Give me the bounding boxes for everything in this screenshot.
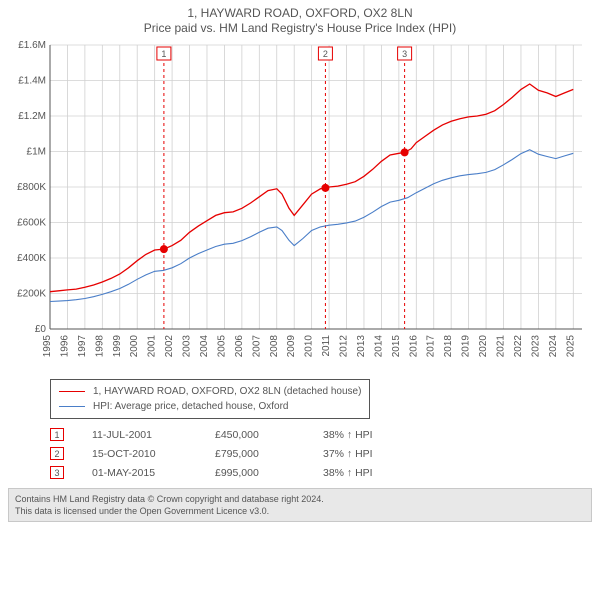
- svg-text:2015: 2015: [391, 335, 402, 358]
- svg-text:£1M: £1M: [27, 147, 46, 158]
- legend: 1, HAYWARD ROAD, OXFORD, OX2 8LN (detach…: [50, 379, 370, 419]
- svg-text:2025: 2025: [565, 335, 576, 358]
- svg-text:2002: 2002: [164, 335, 175, 358]
- event-price-3: £995,000: [215, 467, 295, 479]
- svg-text:£800K: £800K: [17, 182, 46, 193]
- svg-text:2010: 2010: [304, 335, 315, 358]
- legend-item-series1: 1, HAYWARD ROAD, OXFORD, OX2 8LN (detach…: [59, 384, 361, 399]
- event-marker-2: 2: [50, 447, 64, 460]
- svg-text:2024: 2024: [548, 335, 559, 358]
- svg-text:2006: 2006: [234, 335, 245, 358]
- event-row-3: 3 01-MAY-2015 £995,000 38% ↑ HPI: [50, 463, 592, 482]
- svg-text:£0: £0: [35, 324, 47, 335]
- event-date-3: 01-MAY-2015: [92, 467, 187, 479]
- svg-text:2018: 2018: [443, 335, 454, 358]
- event-table: 1 11-JUL-2001 £450,000 38% ↑ HPI 2 15-OC…: [50, 425, 592, 482]
- footer-attribution: Contains HM Land Registry data © Crown c…: [8, 488, 592, 522]
- svg-text:1: 1: [161, 49, 166, 59]
- title-subtitle: Price paid vs. HM Land Registry's House …: [8, 21, 592, 35]
- footer-line1: Contains HM Land Registry data © Crown c…: [15, 493, 585, 505]
- svg-text:2005: 2005: [216, 335, 227, 358]
- svg-text:2012: 2012: [339, 335, 350, 358]
- legend-item-series2: HPI: Average price, detached house, Oxfo…: [59, 399, 361, 414]
- svg-text:2011: 2011: [321, 335, 332, 357]
- svg-text:2014: 2014: [373, 335, 384, 358]
- event-price-2: £795,000: [215, 448, 295, 460]
- svg-text:2007: 2007: [251, 335, 262, 358]
- svg-text:2004: 2004: [199, 335, 210, 358]
- svg-text:3: 3: [402, 49, 407, 59]
- svg-text:2019: 2019: [461, 335, 472, 358]
- event-row-1: 1 11-JUL-2001 £450,000 38% ↑ HPI: [50, 425, 592, 444]
- event-pct-2: 37% ↑ HPI: [323, 448, 403, 460]
- svg-text:2016: 2016: [408, 335, 419, 358]
- svg-text:2001: 2001: [147, 335, 158, 358]
- event-date-2: 15-OCT-2010: [92, 448, 187, 460]
- svg-text:2009: 2009: [286, 335, 297, 358]
- event-marker-3: 3: [50, 466, 64, 479]
- svg-text:2003: 2003: [182, 335, 193, 358]
- svg-text:1998: 1998: [94, 335, 105, 358]
- svg-text:£400K: £400K: [17, 253, 46, 264]
- svg-text:2: 2: [323, 49, 328, 59]
- svg-text:1995: 1995: [42, 335, 53, 358]
- svg-text:1996: 1996: [59, 335, 70, 358]
- svg-text:2020: 2020: [478, 335, 489, 358]
- legend-label-2: HPI: Average price, detached house, Oxfo…: [93, 399, 289, 414]
- chart-titles: 1, HAYWARD ROAD, OXFORD, OX2 8LN Price p…: [8, 6, 592, 35]
- svg-text:2023: 2023: [530, 335, 541, 358]
- svg-text:2008: 2008: [269, 335, 280, 358]
- svg-text:£1.6M: £1.6M: [18, 40, 46, 51]
- legend-swatch-2: [59, 406, 85, 407]
- svg-text:1997: 1997: [77, 335, 88, 358]
- event-pct-1: 38% ↑ HPI: [323, 429, 403, 441]
- event-pct-3: 38% ↑ HPI: [323, 467, 403, 479]
- svg-text:2013: 2013: [356, 335, 367, 358]
- title-address: 1, HAYWARD ROAD, OXFORD, OX2 8LN: [8, 6, 592, 20]
- svg-text:1999: 1999: [112, 335, 123, 358]
- svg-text:2021: 2021: [496, 335, 507, 358]
- event-price-1: £450,000: [215, 429, 295, 441]
- svg-text:2017: 2017: [426, 335, 437, 358]
- svg-text:£1.2M: £1.2M: [18, 111, 46, 122]
- svg-text:£1.4M: £1.4M: [18, 76, 46, 87]
- svg-text:2022: 2022: [513, 335, 524, 358]
- svg-text:£600K: £600K: [17, 218, 46, 229]
- svg-text:2000: 2000: [129, 335, 140, 358]
- price-chart: £0 £200K £400K £600K £800K £1M £1.2M £1.4M £1.6M…: [8, 39, 590, 373]
- event-marker-1: 1: [50, 428, 64, 441]
- event-row-2: 2 15-OCT-2010 £795,000 37% ↑ HPI: [50, 444, 592, 463]
- event-date-1: 11-JUL-2001: [92, 429, 187, 441]
- footer-line2: This data is licensed under the Open Gov…: [15, 505, 585, 517]
- legend-label-1: 1, HAYWARD ROAD, OXFORD, OX2 8LN (detach…: [93, 384, 361, 399]
- legend-swatch-1: [59, 391, 85, 392]
- svg-text:£200K: £200K: [17, 289, 46, 300]
- chart-svg: £0 £200K £400K £600K £800K £1M £1.2M £1.4M £1.6M…: [8, 39, 590, 373]
